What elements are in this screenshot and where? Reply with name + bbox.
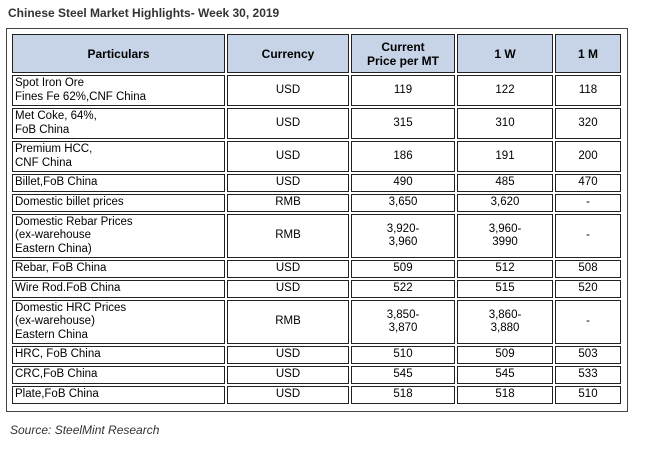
cell-1m: 510 [555,386,621,404]
header-current-price: Current Price per MT [351,34,455,73]
table-row: Domestic Rebar Prices (ex-warehouse East… [12,214,621,258]
cell-1w: 3,860- 3,880 [457,300,553,344]
cell-1w: 3,620 [457,194,553,212]
cell-currency: USD [227,280,349,298]
cell-currency: USD [227,75,349,106]
cell-1w: 3,960- 3990 [457,214,553,258]
table-row: Domestic billet prices RMB 3,650 3,620- [12,194,621,212]
cell-particulars: HRC, FoB China [12,346,225,364]
price-table: Particulars Currency Current Price per M… [10,32,623,406]
table-row: Plate,FoB China USD 518 518 510 [12,386,621,404]
cell-particulars: Domestic Rebar Prices (ex-warehouse East… [12,214,225,258]
cell-currency: USD [227,346,349,364]
cell-current-price: 509 [351,260,455,278]
cell-1w: 512 [457,260,553,278]
cell-1m: 470 [555,174,621,192]
table-row: HRC, FoB China USD 510 509 503 [12,346,621,364]
table-row: Met Coke, 64%, FoB China USD 315 310 320 [12,108,621,139]
header-particulars: Particulars [12,34,225,73]
cell-currency: USD [227,260,349,278]
cell-1w: 191 [457,141,553,172]
cell-particulars: Domestic billet prices [12,194,225,212]
header-currency: Currency [227,34,349,73]
cell-1m: 320 [555,108,621,139]
cell-current-price: 545 [351,366,455,384]
cell-currency: USD [227,366,349,384]
cell-particulars: Domestic HRC Prices (ex-warehouse) Easte… [12,300,225,344]
cell-particulars: Wire Rod.FoB China [12,280,225,298]
cell-current-price: 3,920- 3,960 [351,214,455,258]
cell-1m: 503 [555,346,621,364]
cell-1m: - [555,194,621,212]
cell-particulars: Plate,FoB China [12,386,225,404]
table-frame: Particulars Currency Current Price per M… [6,28,628,412]
cell-1m: 508 [555,260,621,278]
cell-current-price: 3,650 [351,194,455,212]
cell-currency: USD [227,174,349,192]
page-title: Chinese Steel Market Highlights- Week 30… [8,6,280,20]
cell-1m: 520 [555,280,621,298]
cell-current-price: 522 [351,280,455,298]
cell-1m: - [555,214,621,258]
cell-particulars: Spot Iron Ore Fines Fe 62%,CNF China [12,75,225,106]
table-row: Spot Iron Ore Fines Fe 62%,CNF China USD 1… [12,75,621,106]
cell-1w: 122 [457,75,553,106]
header-1m: 1 M [555,34,621,73]
cell-currency: RMB [227,194,349,212]
header-1w: 1 W [457,34,553,73]
cell-1m: 533 [555,366,621,384]
cell-1m: 118 [555,75,621,106]
header-row: Particulars Currency Current Price per M… [12,34,621,73]
cell-particulars: Billet,FoB China [12,174,225,192]
cell-current-price: 186 [351,141,455,172]
table-row: Billet,FoB China USD 490 485 470 [12,174,621,192]
cell-1w: 509 [457,346,553,364]
cell-currency: RMB [227,300,349,344]
cell-1w: 545 [457,366,553,384]
cell-current-price: 490 [351,174,455,192]
source-note: Source: SteelMint Research [10,423,160,437]
cell-particulars: Premium HCC, CNF China [12,141,225,172]
cell-current-price: 119 [351,75,455,106]
cell-currency: USD [227,386,349,404]
cell-currency: USD [227,108,349,139]
cell-1m: - [555,300,621,344]
cell-current-price: 518 [351,386,455,404]
cell-1w: 485 [457,174,553,192]
cell-current-price: 315 [351,108,455,139]
table-row: Rebar, FoB China USD 509 512 508 [12,260,621,278]
cell-particulars: Rebar, FoB China [12,260,225,278]
table-row: Wire Rod.FoB China USD 522 515 520 [12,280,621,298]
cell-1w: 310 [457,108,553,139]
cell-1w: 518 [457,386,553,404]
table-row: Domestic HRC Prices (ex-warehouse) Easte… [12,300,621,344]
cell-currency: USD [227,141,349,172]
cell-1m: 200 [555,141,621,172]
table-row: Premium HCC, CNF China USD 186 191 200 [12,141,621,172]
cell-current-price: 510 [351,346,455,364]
table-row: CRC,FoB China USD 545 545 533 [12,366,621,384]
cell-current-price: 3,850- 3,870 [351,300,455,344]
cell-1w: 515 [457,280,553,298]
cell-particulars: Met Coke, 64%, FoB China [12,108,225,139]
cell-particulars: CRC,FoB China [12,366,225,384]
cell-currency: RMB [227,214,349,258]
